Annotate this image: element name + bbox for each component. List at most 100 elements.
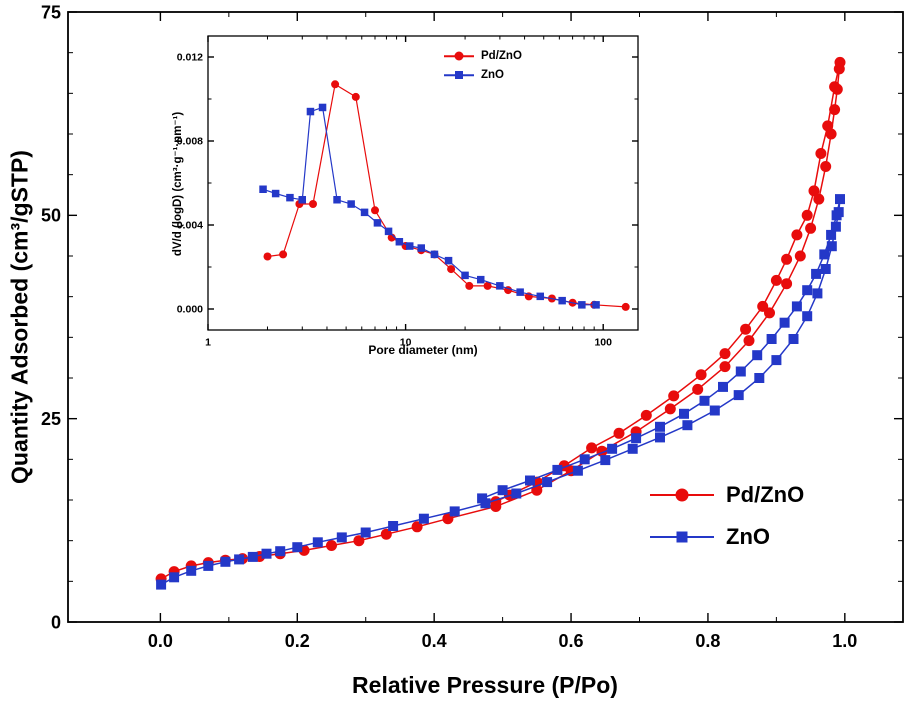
square-marker-icon — [627, 443, 638, 454]
circle-marker-icon — [822, 120, 834, 132]
circle-marker-icon — [326, 540, 337, 551]
svg-text:0.8: 0.8 — [695, 631, 720, 651]
inset-y-axis-title: dV/d (logD) (cm³·g⁻¹·nm⁻¹) — [172, 111, 184, 257]
square-marker-icon — [820, 264, 831, 274]
inset-legend-label-pdzno: Pd/ZnO — [481, 50, 522, 62]
circle-marker-icon — [757, 300, 769, 312]
square-marker-icon — [261, 548, 272, 559]
square-marker-icon — [771, 355, 782, 366]
circle-marker-icon — [813, 193, 825, 205]
pdzno-line-circle-marker — [444, 50, 474, 62]
circle-marker-icon — [794, 250, 806, 262]
square-marker-icon — [600, 455, 611, 466]
square-marker-icon — [752, 350, 763, 361]
svg-text:50: 50 — [41, 206, 61, 226]
circle-marker-icon — [621, 302, 630, 311]
svg-text:75: 75 — [41, 2, 61, 22]
square-marker-icon — [542, 477, 553, 488]
circle-marker-icon — [668, 390, 680, 402]
square-marker-icon — [699, 395, 710, 406]
square-marker-icon — [830, 221, 841, 232]
square-marker-icon — [592, 301, 600, 309]
circle-marker-icon — [743, 335, 755, 347]
circle-marker-icon — [613, 427, 625, 439]
square-marker-icon — [203, 560, 214, 571]
svg-text:0: 0 — [51, 612, 61, 632]
square-marker-icon — [819, 249, 830, 260]
circle-marker-icon — [770, 274, 782, 286]
square-marker-icon — [802, 285, 813, 296]
circle-marker-icon — [263, 252, 272, 261]
circle-marker-icon — [781, 253, 793, 265]
square-marker-icon — [384, 227, 393, 236]
square-marker-icon — [275, 546, 286, 557]
square-marker-icon — [826, 241, 837, 252]
square-marker-icon — [477, 275, 485, 284]
circle-marker-icon — [483, 281, 492, 290]
square-marker-icon — [259, 185, 267, 193]
main-legend: Pd/ZnO ZnO — [650, 482, 804, 550]
circle-marker-icon — [719, 361, 731, 373]
square-marker-icon — [558, 296, 566, 305]
square-marker-icon — [234, 554, 245, 565]
square-marker-icon — [572, 465, 583, 476]
circle-marker-icon — [764, 307, 775, 319]
svg-text:1: 1 — [205, 337, 211, 349]
circle-marker-icon — [808, 185, 820, 197]
square-marker-icon — [477, 493, 488, 504]
square-marker-icon — [791, 301, 802, 312]
square-marker-icon — [682, 420, 693, 431]
square-marker-icon — [655, 421, 665, 432]
svg-text:0.012: 0.012 — [177, 52, 203, 64]
square-marker-icon — [318, 103, 327, 112]
circle-marker-icon — [781, 278, 793, 290]
square-marker-icon — [733, 390, 744, 401]
square-marker-icon — [169, 572, 180, 583]
circle-marker-icon — [801, 209, 813, 221]
square-marker-icon — [552, 464, 563, 475]
circle-marker-icon — [805, 222, 817, 234]
circle-marker-icon — [719, 348, 731, 360]
square-marker-icon — [754, 373, 765, 383]
square-marker-icon — [835, 194, 845, 205]
square-marker-icon — [292, 542, 303, 553]
circle-marker-icon — [586, 442, 598, 454]
square-marker-icon — [461, 271, 469, 280]
svg-text:100: 100 — [594, 337, 612, 349]
circle-marker-icon — [675, 488, 689, 502]
main-legend-label-pdzno: Pd/ZnO — [726, 482, 805, 507]
square-marker-icon — [312, 537, 323, 548]
square-marker-icon — [298, 196, 306, 204]
svg-text:0.2: 0.2 — [285, 631, 310, 651]
inset-legend-item-pdzno: Pd/ZnO — [444, 50, 522, 62]
square-marker-icon — [306, 107, 315, 116]
square-marker-icon — [430, 250, 439, 259]
square-marker-icon — [655, 432, 665, 443]
main-y-axis-title: Quantity Adsorbed (cm³/gSTP) — [6, 150, 33, 484]
zno-line-square-marker — [444, 69, 474, 81]
square-marker-icon — [455, 71, 463, 79]
square-marker-icon — [220, 556, 231, 567]
pdzno-line-circle-marker — [650, 486, 714, 504]
circle-marker-icon — [834, 56, 846, 68]
inset-chart-plot: 1 10 100 0.000 0.004 0.008 0.012 — [177, 35, 639, 349]
inset-x-axis-title: Pore diameter (nm) — [368, 343, 478, 357]
svg-text:25: 25 — [41, 409, 61, 429]
circle-marker-icon — [829, 104, 841, 116]
square-marker-icon — [516, 288, 524, 296]
square-marker-icon — [186, 565, 197, 576]
svg-text:1.0: 1.0 — [832, 631, 857, 651]
square-marker-icon — [247, 551, 258, 562]
main-legend-label-zno: ZnO — [726, 524, 770, 549]
circle-marker-icon — [353, 535, 365, 547]
square-marker-icon — [395, 238, 404, 246]
square-marker-icon — [679, 408, 689, 419]
svg-text:0.0: 0.0 — [148, 631, 173, 651]
main-chart-plot: 0.0 0.2 0.4 0.6 0.8 1.0 0 25 50 75 — [41, 2, 904, 651]
square-marker-icon — [406, 242, 414, 250]
square-marker-icon — [360, 527, 371, 538]
circle-marker-icon — [640, 409, 652, 421]
inset-legend-item-zno: ZnO — [444, 69, 522, 81]
circle-marker-icon — [279, 250, 288, 259]
circle-marker-icon — [331, 80, 340, 89]
